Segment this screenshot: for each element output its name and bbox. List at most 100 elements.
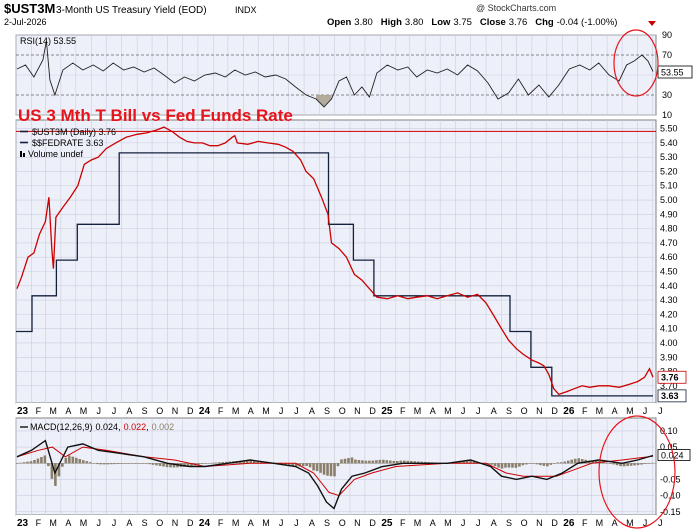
x-axis-main-label-20: S [324, 406, 330, 416]
legend-ust3m: $UST3M (Daily) 3.76 [32, 127, 116, 137]
low-label: Low [431, 17, 451, 28]
macd-hist-bar-1 [19, 462, 22, 464]
x-axis-main-label-27: A [430, 406, 436, 416]
macd-hist-bar-131 [472, 461, 476, 464]
x-axis-main-label-16: M [262, 406, 270, 416]
x-axis-main-label-42: J [658, 406, 663, 416]
macd-tick--0.15: -0.15 [660, 507, 681, 517]
price-tick-3.90: 3.90 [660, 352, 678, 362]
macd-hist-bar-40 [155, 463, 158, 466]
macd-hist-bar-5 [33, 459, 36, 464]
x-axis-main-label-0: 23 [17, 406, 29, 417]
macd-hist-bar-180 [643, 463, 647, 464]
x-axis-main-label-34: N [536, 406, 543, 416]
x-axis-main-label-22: N [354, 406, 361, 416]
open-label: Open [327, 17, 351, 28]
x-axis-bottom-label-10: N [172, 518, 179, 528]
macd-hist-bar-155 [556, 462, 560, 464]
x-axis-bottom-label-36: 26 [563, 518, 575, 529]
x-axis-bottom-label-34: N [536, 518, 543, 528]
instrument-title: 3-Month US Treasury Yield (EOD) [56, 5, 207, 16]
macd-tick--0.10: -0.10 [660, 491, 681, 501]
macd-tick-0.10: 0.10 [660, 426, 678, 436]
macd-hist-bar-127 [458, 461, 462, 464]
macd-hist-bar-39 [151, 463, 155, 465]
macd-hist-bar-109 [396, 460, 399, 464]
macd-hist-bar-171 [612, 463, 615, 465]
x-axis-main-label-41: J [643, 406, 648, 416]
x-axis-bottom-label-19: A [309, 518, 315, 528]
macd-hist-bar-67 [249, 460, 253, 464]
macd-hist-bar-174 [622, 463, 626, 467]
macd-last-value: 0.024 [661, 451, 684, 461]
macd-hist-bar-81 [298, 463, 301, 467]
date-label: 2-Jul-2026 [4, 17, 47, 27]
x-axis-bottom-label-4: M [80, 518, 88, 528]
macd-hist-bar-110 [399, 460, 403, 464]
macd-hist-bar-114 [413, 461, 417, 464]
rsi-oversold-fill-0 [316, 95, 332, 107]
down-arrow-icon [648, 21, 656, 26]
fed-funds-rate-line [16, 152, 653, 397]
macd-hist-bar-19 [81, 460, 85, 464]
macd-hist-bar-59 [221, 462, 225, 464]
macd-hist-bar-49 [186, 463, 190, 467]
rsi-legend: RSI(14) 53.55 [20, 36, 76, 46]
x-axis-main-label-32: S [506, 406, 512, 416]
x-axis-bottom: 23 F M A M J J A S O N D 24 F M A M J J A S O N D 25 F M A M J J A S O N D 2… [16, 515, 662, 529]
rsi-tick-90: 90 [662, 30, 672, 40]
macd-hist-bar-129 [465, 460, 469, 464]
macd-hist-bar-0 [16, 463, 19, 464]
price-tick-4.00: 4.00 [660, 338, 678, 348]
x-axis-bottom-label-5: J [96, 518, 101, 528]
x-axis-bottom-label-23: D [369, 518, 376, 528]
price-panel-frame [15, 119, 657, 404]
x-axis-main-label-38: M [596, 406, 604, 416]
x-axis-bottom-label-40: M [626, 518, 634, 528]
rsi-grid [15, 34, 656, 116]
macd-hist-bar-15 [68, 455, 71, 464]
macd-hist-bar-78 [287, 463, 291, 466]
symbol-label: $UST3M [4, 1, 55, 16]
x-axis-bottom-label-31: A [491, 518, 497, 528]
x-axis-bottom-label-29: J [461, 518, 466, 528]
x-axis-main-label-18: J [294, 406, 299, 416]
x-axis-main-label-11: D [187, 406, 194, 416]
price-tick-3.70: 3.70 [660, 381, 678, 391]
high-value: 3.80 [405, 17, 424, 28]
macd-legend-name: MACD(12,26,9) [30, 422, 93, 432]
macd-line [16, 439, 654, 510]
macd-hist-bar-34 [134, 463, 137, 464]
macd-hist-bar-156 [559, 462, 563, 464]
x-axis-main-label-1: F [36, 406, 42, 416]
x-axis-main-band [16, 403, 656, 417]
macd-hist-bar-9 [47, 463, 50, 467]
macd-hist-bar-29 [116, 463, 120, 464]
macd-hist-bar-158 [566, 460, 570, 464]
macd-hist-bar-157 [563, 461, 567, 464]
x-axis-bottom-label-18: J [294, 518, 299, 528]
x-axis-bottom-label-11: D [187, 518, 194, 528]
watermark: @ StockCharts.com [476, 3, 556, 13]
annotation-circle-rsi [613, 29, 659, 97]
macd-hist-bar-138 [497, 463, 500, 468]
price-tick-4.30: 4.30 [660, 295, 678, 305]
x-axis-bottom-label-42: J [658, 518, 663, 528]
x-axis-main-label-6: J [112, 406, 117, 416]
macd-hist-bar-96 [350, 457, 354, 464]
x-axis-bottom-label-32: S [506, 518, 512, 528]
macd-panel-frame [15, 417, 657, 516]
macd-hist-bar-179 [640, 463, 643, 465]
macd-hist-bar-99 [361, 460, 364, 464]
macd-hist-bar-148 [532, 463, 535, 464]
macd-histogram-value: 0.002 [152, 422, 175, 432]
macd-hist-bar-101 [368, 460, 371, 464]
rsi-last-value-box [657, 65, 693, 79]
x-axis-main-label-2: M [49, 406, 57, 416]
open-value: 3.80 [354, 17, 373, 28]
rsi-extreme-fill [316, 95, 332, 107]
macd-hist-bar-104 [378, 459, 382, 464]
macd-hist-bar-14 [64, 457, 68, 464]
macd-hist-bar-113 [409, 461, 413, 464]
price-grid [15, 120, 656, 403]
